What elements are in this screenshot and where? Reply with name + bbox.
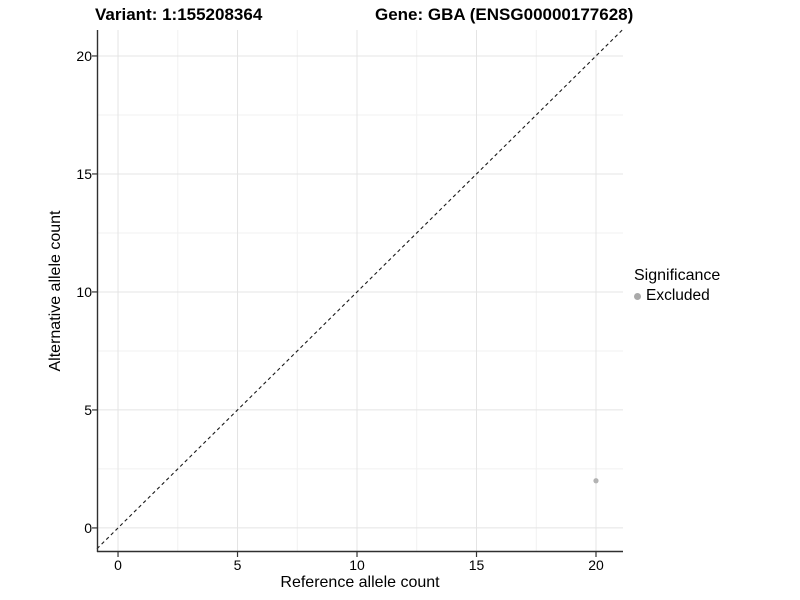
- major-gridlines: [97, 30, 623, 552]
- legend: Significance Excluded: [634, 266, 720, 305]
- plot-canvas: [92, 29, 623, 557]
- x-tick-label: 20: [588, 557, 604, 573]
- legend-title: Significance: [634, 267, 721, 284]
- legend-item-excluded: Excluded: [634, 287, 720, 305]
- identity-dashed-line: [96, 29, 623, 550]
- legend-point-icon: [634, 292, 641, 300]
- y-tick-label: 5: [84, 401, 92, 418]
- legend-item-label: Excluded: [646, 287, 710, 304]
- x-axis-title: Reference allele count: [280, 574, 440, 591]
- x-tick-label: 15: [468, 557, 485, 573]
- x-tick-label: 5: [233, 557, 242, 573]
- y-tick-label: 10: [76, 283, 92, 300]
- y-tick-label: 20: [76, 47, 92, 64]
- axis-lines: [96, 30, 623, 553]
- x-tick-label: 0: [114, 557, 122, 573]
- plot-panel: [92, 29, 623, 557]
- data-point: [593, 478, 599, 484]
- plot-title-gene: Gene: GBA (ENSG00000177628): [375, 5, 634, 24]
- plot-title-variant: Variant: 1:155208364: [95, 5, 263, 24]
- y-tick-label: 0: [84, 519, 92, 536]
- tick-marks: [92, 55, 597, 557]
- data-points: [593, 478, 599, 484]
- minor-gridlines: [97, 30, 623, 552]
- y-axis-title: Alternative allele count: [47, 210, 64, 372]
- x-tick-label: 10: [349, 557, 365, 573]
- y-tick-label: 15: [76, 165, 92, 182]
